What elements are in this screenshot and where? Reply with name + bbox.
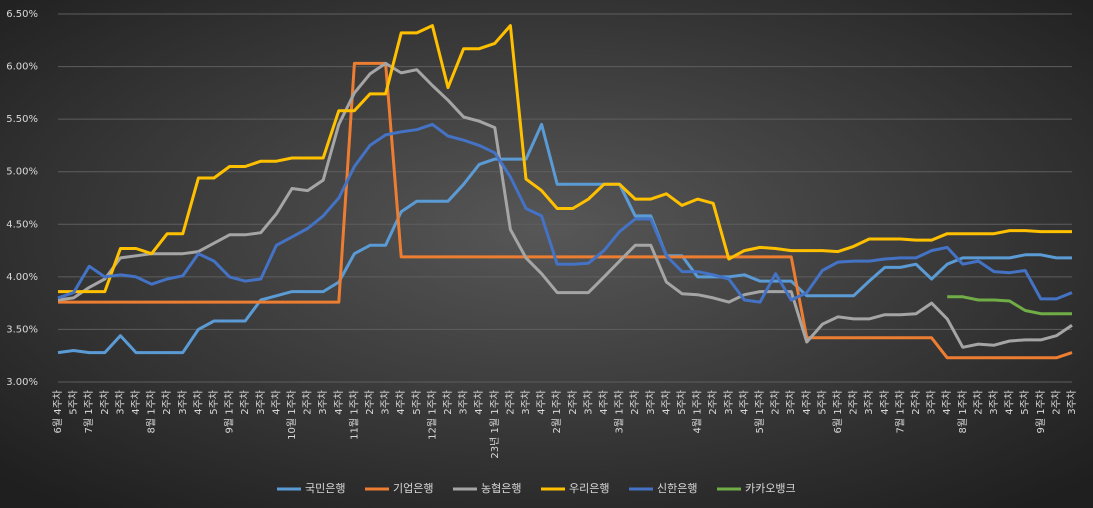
x-tick-label: 4주차: [598, 390, 610, 415]
x-tick-label: 4주차: [738, 390, 750, 415]
x-tick-label: 9월 1주차: [1035, 390, 1047, 434]
x-tick-label: 2주차: [910, 390, 922, 415]
legend-label: 기업은행: [393, 482, 433, 495]
x-tick-label: 4월 1주차: [692, 390, 704, 434]
x-tick-label: 2주차: [364, 390, 376, 415]
x-tick-label: 3주차: [863, 390, 875, 415]
x-tick-label: 2주차: [707, 390, 719, 415]
x-tick-label: 2주차: [239, 390, 251, 415]
series-line: [947, 295, 1072, 316]
x-tick-label: 4주차: [536, 390, 548, 415]
x-tick-label: 10월 1주차: [286, 390, 298, 440]
y-tick-label: 4.00%: [6, 272, 38, 283]
x-tick-label: 8월 1주차: [146, 390, 158, 434]
x-tick-label: 2월 1주차: [551, 390, 563, 434]
x-tick-label: 3주차: [582, 390, 594, 415]
x-tick-label: 5주차: [816, 390, 828, 415]
y-tick-label: 4.50%: [6, 219, 38, 230]
x-tick-label: 2주차: [99, 390, 111, 415]
x-tick-label: 5주차: [1019, 390, 1031, 415]
y-tick-label: 6.50%: [6, 9, 38, 20]
series-line: [57, 61, 1073, 349]
x-tick-label: 3월 1주차: [614, 390, 626, 434]
x-tick-label: 4주차: [1004, 390, 1016, 415]
y-tick-label: 3.00%: [6, 377, 38, 388]
x-tick-label: 2주차: [770, 390, 782, 415]
series-line: [58, 61, 1073, 360]
legend-label: 카카오뱅크: [745, 482, 796, 495]
series-line: [57, 122, 1072, 355]
x-tick-label: 9월 1주차: [224, 390, 236, 434]
x-tick-label: 3주차: [114, 390, 126, 415]
x-tick-label: 2주차: [1050, 390, 1062, 415]
x-tick-label: 4주차: [473, 390, 485, 415]
x-tick-label: 4주차: [270, 390, 282, 415]
x-tick-label: 3주차: [255, 390, 267, 415]
y-tick-label: 3.50%: [6, 324, 38, 335]
x-tick-label: 4주차: [801, 390, 813, 415]
x-tick-label: 2주차: [161, 390, 173, 415]
legend-label: 우리은행: [569, 482, 609, 495]
x-tick-label: 2주차: [567, 390, 579, 415]
x-tick-label: 3주차: [520, 390, 532, 415]
y-tick-label: 5.50%: [6, 114, 38, 125]
x-tick-label: 5주차: [676, 390, 688, 415]
series-line: [57, 122, 1073, 304]
y-tick-label: 5.00%: [6, 167, 38, 178]
x-tick-label: 3주차: [645, 390, 657, 415]
x-tick-label: 7월 1주차: [83, 390, 95, 434]
x-tick-label: 3주차: [988, 390, 1000, 415]
x-tick-label: 6월 1주차: [832, 390, 844, 434]
legend-item: 신한은행: [629, 482, 697, 495]
legend-label: 농협은행: [481, 482, 521, 495]
series-line: [58, 24, 1072, 294]
x-tick-label: 5주차: [208, 390, 220, 415]
x-tick-label: 4주차: [879, 390, 891, 415]
legend-item: 카카오뱅크: [717, 482, 796, 495]
x-tick-label: 3주차: [380, 390, 392, 415]
x-tick-label: 5월 1주차: [754, 390, 766, 434]
x-tick-label: 4주차: [660, 390, 672, 415]
legend-label: 신한은행: [657, 482, 697, 495]
x-tick-label: 4주차: [333, 390, 345, 415]
x-tick-label: 2주차: [848, 390, 860, 415]
x-tick-label: 6월 4주차: [52, 390, 64, 434]
legend-label: 국민은행: [305, 482, 345, 495]
x-tick-label: 2주차: [504, 390, 516, 415]
x-tick-label: 4주차: [130, 390, 142, 415]
x-tick-label: 11월 1주차: [348, 390, 360, 440]
legend-item: 기업은행: [365, 482, 433, 495]
x-tick-label: 3주차: [926, 390, 938, 415]
x-tick-label: 23년 1월 1주차: [489, 390, 501, 459]
x-tick-label: 5주차: [68, 390, 80, 415]
y-tick-label: 6.00%: [6, 62, 38, 73]
legend-item: 우리은행: [541, 482, 609, 495]
x-tick-label: 3주차: [177, 390, 189, 415]
legend-item: 국민은행: [277, 482, 345, 495]
x-tick-label: 3주차: [1066, 390, 1078, 415]
x-tick-label: 7월 1주차: [894, 390, 906, 434]
x-tick-label: 8월 1주차: [957, 390, 969, 434]
x-tick-label: 4주차: [395, 390, 407, 415]
x-tick-label: 2주차: [442, 390, 454, 415]
x-tick-label: 3주차: [458, 390, 470, 415]
x-tick-label: 12월 1주차: [426, 390, 438, 440]
x-tick-label: 3주차: [317, 390, 329, 415]
x-tick-label: 4주차: [192, 390, 204, 415]
x-tick-label: 5주차: [411, 390, 423, 415]
x-tick-label: 2주차: [629, 390, 641, 415]
legend-item: 농협은행: [453, 482, 521, 495]
x-tick-label: 3주차: [785, 390, 797, 415]
x-tick-label: 4주차: [941, 390, 953, 415]
x-tick-label: 2주차: [972, 390, 984, 415]
x-tick-label: 2주차: [302, 390, 314, 415]
x-tick-label: 3주차: [723, 390, 735, 415]
